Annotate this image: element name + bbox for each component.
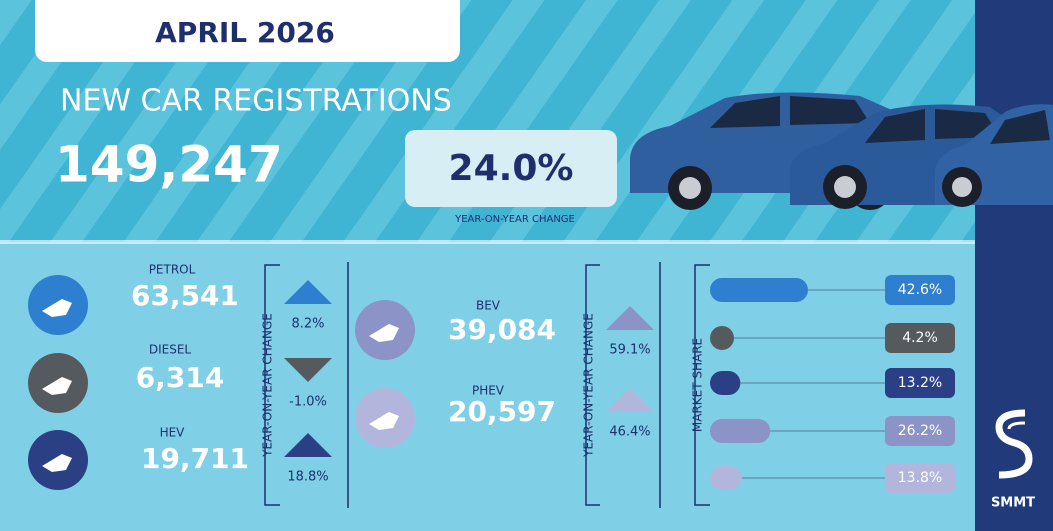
change-arrow [284,280,332,304]
brand-column [975,0,1053,531]
change: 24.0% [449,148,574,189]
change-label: -1.0% [289,395,327,410]
yoy-label: YEAR-ON-YEAR CHANGE [582,313,596,458]
pump-glyph [42,377,72,395]
month: APRIL 2026 [155,16,335,49]
fuel-name: BEV [476,299,501,313]
brand: SMMT [991,496,1035,511]
share-box [885,275,955,305]
change-arrow [606,306,654,330]
yoy-label: YEAR-ON-YEAR CHANGE [261,313,275,458]
pump-glyph [369,412,399,430]
change-arrow [284,433,332,457]
change-box [405,130,617,207]
brand-logo [995,409,1033,479]
share-label: 13.8% [898,470,942,486]
share-label: 26.2% [898,423,942,439]
change-label: 59.1% [609,343,650,358]
share-label: 4.2% [902,330,938,346]
cars [630,92,1053,210]
change-label: 8.2% [291,317,324,332]
pump-glyph [42,454,72,472]
change-label: YEAR-ON-YEAR CHANGE [454,214,575,225]
share-bar [710,371,741,395]
change-arrow [606,388,654,412]
registrations: 6,314 [136,361,225,394]
title: NEW CAR REGISTRATIONS [60,84,452,119]
share-bar [710,419,771,443]
share-label: 42.6% [898,282,942,298]
change-label: 18.8% [287,470,328,485]
month-box [35,0,460,62]
total: 149,247 [55,136,283,194]
registrations: 19,711 [141,442,249,475]
fuel-name: PHEV [472,384,505,398]
share-label: 13.2% [898,375,942,391]
change-arrow [284,358,332,382]
share-box [885,368,955,398]
panel-divider [0,240,975,244]
fuel-name: PETROL [149,263,196,277]
brackets [264,262,710,508]
fuel-name: HEV [160,426,186,440]
registrations: 39,084 [448,313,556,346]
change-label: 46.4% [609,425,650,440]
share-box [885,323,955,353]
share-box [885,463,955,493]
pump-glyph [369,324,399,342]
registrations: 20,597 [448,395,556,428]
registrations: 63,541 [131,279,239,312]
pump-glyph [42,299,72,317]
market-share-label: MARKET SHARE [691,338,705,432]
share-bar [710,466,742,490]
share-bar [710,278,808,302]
fuel-name: DIESEL [149,343,192,357]
share-box [885,416,955,446]
share-bar [710,326,734,350]
